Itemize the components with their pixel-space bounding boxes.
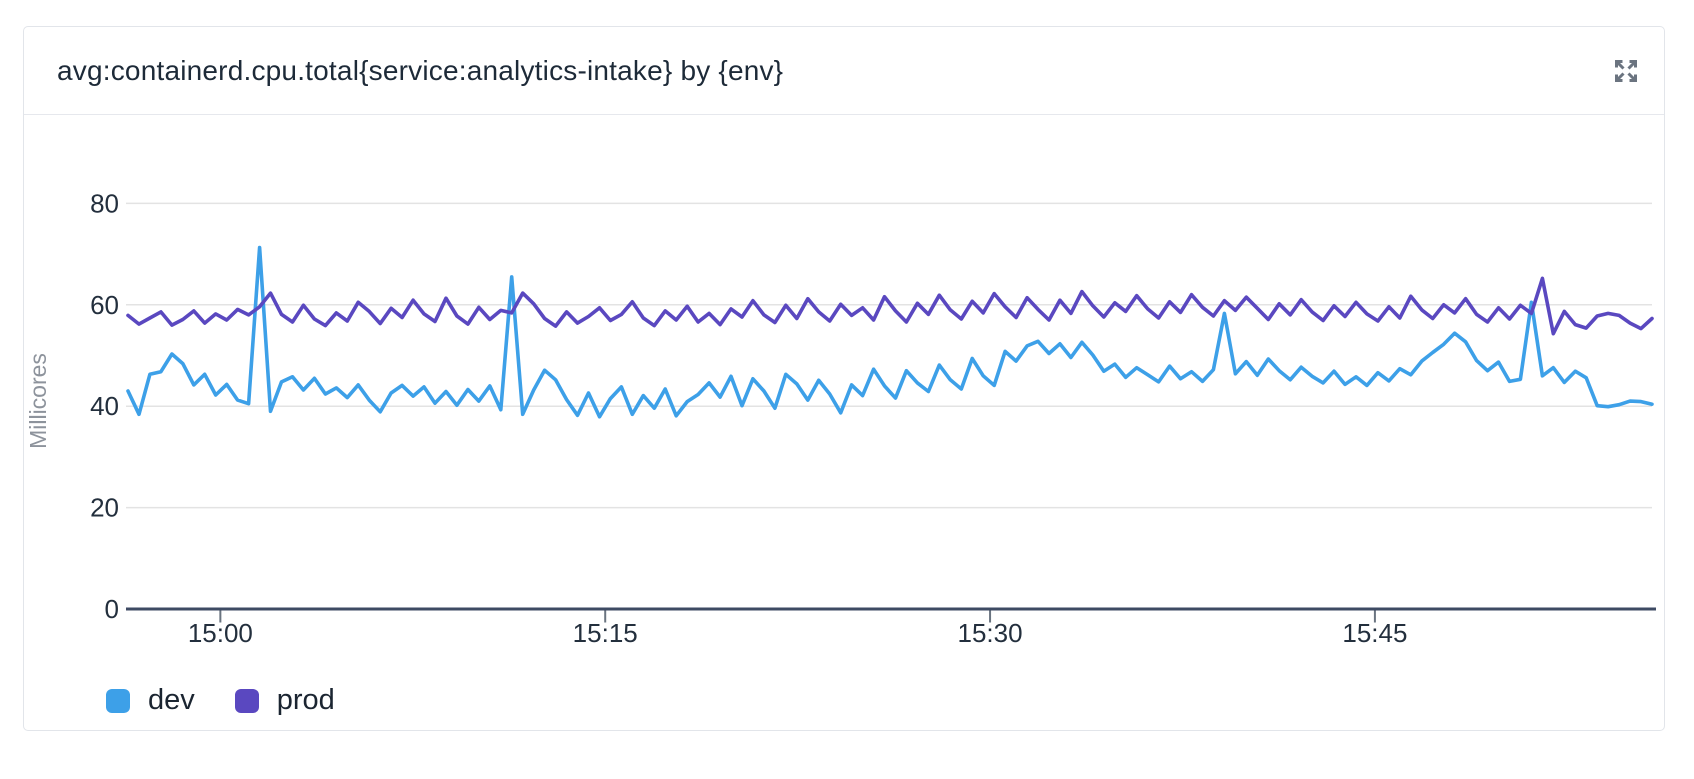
legend-label: dev (148, 684, 195, 716)
svg-text:80: 80 (90, 188, 119, 218)
legend-item-prod[interactable]: prod (234, 684, 335, 717)
y-axis-title: Millicores (25, 353, 51, 449)
expand-button[interactable] (1606, 51, 1646, 91)
svg-text:40: 40 (90, 391, 119, 421)
svg-text:15:00: 15:00 (188, 618, 253, 648)
widget-header: avg:containerd.cpu.total{service:analyti… (24, 27, 1664, 115)
widget-title: avg:containerd.cpu.total{service:analyti… (57, 54, 784, 86)
svg-text:60: 60 (90, 290, 119, 320)
x-axis-labels: 15:00 15:15 15:30 15:45 (188, 618, 1408, 648)
svg-text:15:30: 15:30 (958, 618, 1023, 648)
series-line-prod (126, 276, 1654, 336)
y-axis-labels: 0 20 40 60 80 (90, 188, 119, 624)
svg-text:0: 0 (105, 594, 119, 624)
chart-legend: dev prod (106, 684, 335, 717)
svg-text:15:45: 15:45 (1342, 618, 1407, 648)
series-line-dev (126, 245, 1654, 419)
legend-swatch-prod (234, 688, 259, 713)
x-axis-ticks (219, 610, 1376, 623)
svg-text:20: 20 (90, 493, 119, 523)
expand-arrows-icon (1615, 59, 1637, 82)
svg-text:15:15: 15:15 (573, 618, 638, 648)
y-gridlines (126, 202, 1652, 509)
legend-label: prod (276, 684, 335, 716)
legend-item-dev[interactable]: dev (106, 684, 195, 717)
legend-swatch-dev (106, 688, 130, 713)
